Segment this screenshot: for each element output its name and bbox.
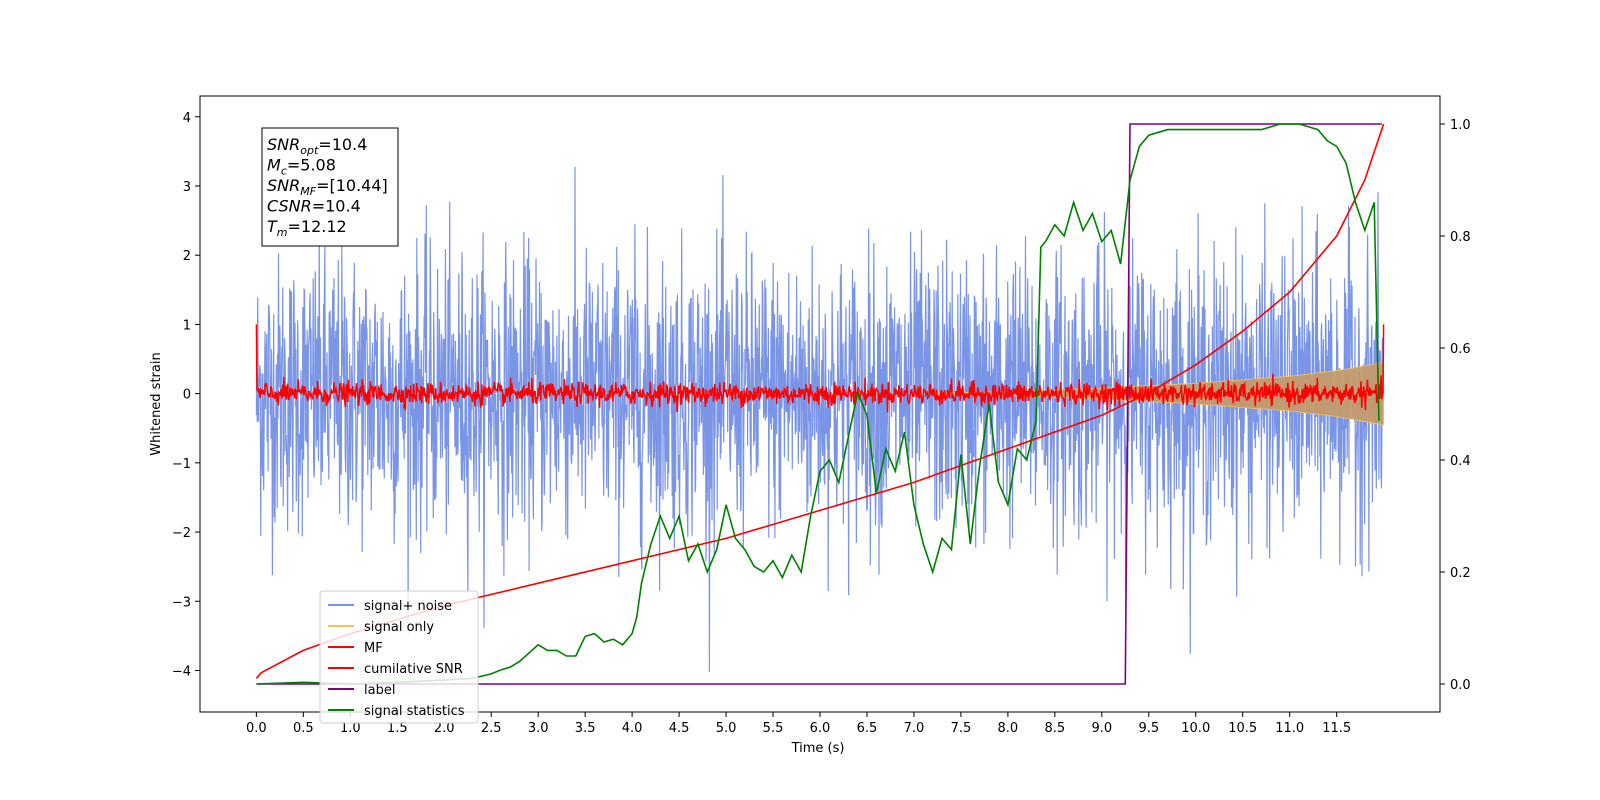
x-tick-label: 7.5 (951, 721, 972, 736)
y-tick-label: 3 (183, 180, 191, 195)
y-axis-ticks: 4 3 2 1 0 −1 −2 −3 −4 (172, 111, 200, 679)
x-tick-label: 2.5 (481, 721, 502, 736)
y2-tick-label: 0.2 (1450, 566, 1471, 581)
x-tick-label: 4.5 (669, 721, 690, 736)
x-tick-label: 0.0 (246, 721, 267, 736)
x-tick-label: 6.5 (857, 721, 878, 736)
y-tick-label: 0 (183, 388, 191, 403)
legend-label: cumilative SNR (364, 662, 463, 677)
y2-tick-label: 1.0 (1450, 118, 1471, 133)
y2-tick-label: 0.4 (1450, 454, 1471, 469)
y2-axis-ticks: 1.0 0.8 0.6 0.4 0.2 0.0 (1440, 118, 1471, 693)
series-signal-statistics (256, 123, 1380, 685)
x-tick-label: 0.5 (293, 721, 314, 736)
y-axis-label: Whitened strain (149, 352, 164, 455)
y-tick-label: −4 (172, 664, 191, 679)
series-layer (255, 123, 1385, 685)
y2-tick-label: 0.6 (1450, 342, 1471, 357)
x-tick-label: 11.5 (1322, 721, 1351, 736)
y-tick-label: 4 (183, 111, 191, 126)
info-line: Tm=12.12 (267, 217, 347, 239)
x-tick-label: 9.0 (1091, 721, 1112, 736)
series-mf (255, 324, 1385, 413)
series-signal-noise (255, 166, 1385, 673)
x-tick-label: 7.0 (904, 721, 925, 736)
y2-tick-label: 0.8 (1450, 230, 1471, 245)
legend-frame (319, 590, 479, 724)
y-tick-label: −1 (172, 457, 191, 472)
x-tick-label: 8.0 (998, 721, 1019, 736)
x-tick-label: 3.5 (575, 721, 596, 736)
legend-label: signal statistics (364, 704, 465, 719)
x-tick-label: 9.5 (1138, 721, 1159, 736)
legend-label: signal+ noise (364, 599, 452, 614)
x-axis-ticks: 0.0 0.5 1.0 1.5 2.0 2.5 3.0 3.5 4.0 4.5 5.0 5.5 6.0 6… (246, 712, 1351, 736)
x-tick-label: 6.0 (810, 721, 831, 736)
x-tick-label: 2.0 (434, 721, 455, 736)
x-tick-label: 10.5 (1228, 721, 1257, 736)
y-tick-label: −3 (172, 595, 191, 610)
x-tick-label: 1.5 (387, 721, 408, 736)
legend: signal+ noise signal only MF cumilative SNR… (319, 590, 479, 724)
y-tick-label: 1 (183, 318, 191, 333)
legend-label: signal only (364, 620, 434, 635)
series-label (256, 123, 1382, 685)
x-tick-label: 8.5 (1045, 721, 1066, 736)
legend-label: label (364, 683, 395, 698)
x-tick-label: 5.0 (716, 721, 737, 736)
x-tick-label: 5.5 (763, 721, 784, 736)
x-axis-label: Time (s) (791, 741, 845, 756)
y2-tick-label: 0.0 (1450, 678, 1471, 693)
y-tick-label: −2 (172, 526, 191, 541)
x-tick-label: 4.0 (622, 721, 643, 736)
info-box-frame (261, 127, 399, 247)
info-line: SNRMF=[10.44] (267, 176, 388, 198)
x-tick-label: 11.0 (1275, 721, 1304, 736)
legend-label: MF (364, 641, 383, 656)
info-line: Mc=5.08 (267, 156, 336, 178)
y-tick-label: 2 (183, 249, 191, 264)
x-tick-label: 10.0 (1181, 721, 1210, 736)
info-line: SNRopt=10.4 (267, 135, 367, 157)
info-line: CSNR=10.4 (267, 197, 361, 216)
x-tick-label: 1.0 (340, 721, 361, 736)
x-tick-label: 3.0 (528, 721, 549, 736)
info-box: SNRopt=10.4Mc=5.08SNRMF=[10.44]CSNR=10.4… (261, 127, 399, 247)
